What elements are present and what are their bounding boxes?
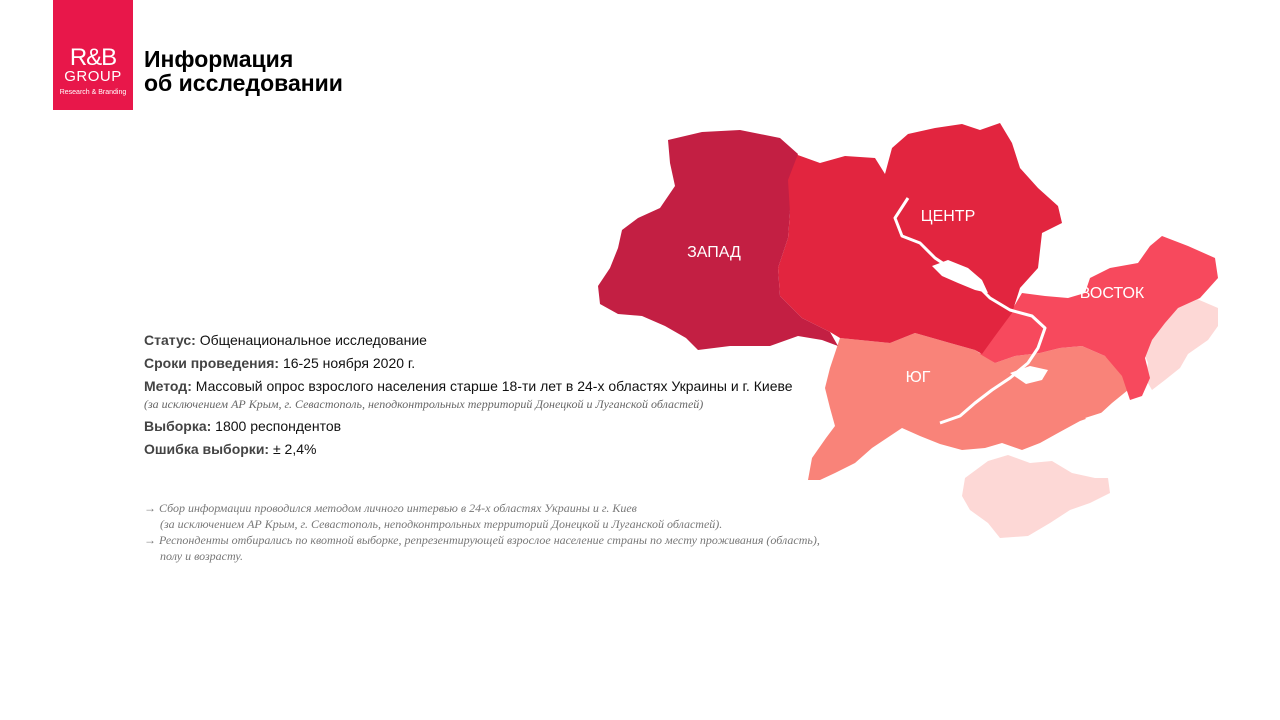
method-label: Метод: bbox=[144, 378, 192, 394]
map-reservoir-kakhovka bbox=[1010, 366, 1048, 384]
map-label-center: ЦЕНТР bbox=[921, 208, 976, 225]
note-2: → Респонденты отбирались по квотной выбо… bbox=[144, 533, 820, 547]
error-value: ± 2,4% bbox=[269, 441, 317, 457]
logo-text-group: GROUP bbox=[64, 68, 122, 85]
dates-row: Сроки проведения: 16-25 ноября 2020 г. bbox=[144, 355, 864, 371]
map-label-south: ЮГ bbox=[906, 369, 931, 386]
page-title: Информация об исследовании bbox=[144, 47, 343, 95]
ukraine-regions-map: ЗАПАД ЦЕНТР ВОСТОК ЮГ bbox=[598, 123, 1218, 538]
map-region-west bbox=[598, 130, 838, 350]
methodology-notes: → Сбор информации проводился методом лич… bbox=[144, 500, 964, 564]
dates-value: 16-25 ноября 2020 г. bbox=[279, 355, 416, 371]
map-reservoir-kremenchuk bbox=[932, 260, 988, 293]
page-title-line-2: об исследовании bbox=[144, 70, 343, 96]
company-logo: R&B GROUP Research & Branding bbox=[53, 0, 133, 110]
page-title-line-1: Информация bbox=[144, 46, 294, 72]
method-note: (за исключением АР Крым, г. Севастополь,… bbox=[144, 397, 704, 411]
map-region-south bbox=[808, 333, 1128, 480]
method-row: Метод: Массовый опрос взрослого населени… bbox=[144, 378, 864, 394]
map-label-east: ВОСТОК bbox=[1080, 285, 1145, 302]
error-row: Ошибка выборки: ± 2,4% bbox=[144, 441, 864, 457]
note-1: → Сбор информации проводился методом лич… bbox=[144, 501, 637, 515]
logo-text-tagline: Research & Branding bbox=[59, 89, 127, 96]
sample-label: Выборка: bbox=[144, 418, 212, 434]
note-2-detail: полу и возрасту. bbox=[160, 549, 243, 563]
map-region-east bbox=[980, 236, 1218, 400]
sample-value: 1800 респондентов bbox=[211, 418, 342, 434]
sample-row: Выборка: 1800 респондентов bbox=[144, 418, 864, 434]
map-region-center bbox=[778, 123, 1062, 354]
map-river-dnipro bbox=[893, 197, 1047, 425]
study-info: Статус: Общенациональное исследование Ср… bbox=[144, 332, 864, 464]
dates-label: Сроки проведения: bbox=[144, 355, 280, 371]
map-coast-azov bbox=[1085, 410, 1130, 426]
note-1-detail: (за исключением АР Крым, г. Севастополь,… bbox=[160, 517, 723, 531]
status-label: Статус: bbox=[144, 332, 196, 348]
map-excluded-crimea bbox=[962, 455, 1110, 538]
error-label: Ошибка выборки: bbox=[144, 441, 270, 457]
status-value: Общенациональное исследование bbox=[195, 332, 427, 348]
method-value: Массовый опрос взрослого населения старш… bbox=[191, 378, 793, 394]
map-label-west: ЗАПАД bbox=[687, 244, 741, 261]
status-row: Статус: Общенациональное исследование bbox=[144, 332, 864, 348]
logo-text-main: R&B bbox=[69, 44, 117, 71]
